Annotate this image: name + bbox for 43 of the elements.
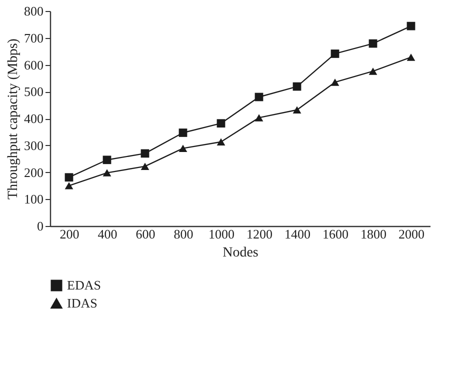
point [102, 169, 112, 176]
x-tick-label: 1600 [322, 226, 348, 242]
point [330, 50, 340, 58]
point [330, 78, 340, 86]
point [292, 106, 302, 114]
point [102, 156, 112, 164]
point [178, 128, 188, 137]
y-tick-label: 200 [24, 164, 44, 180]
y-tick-label: 100 [24, 192, 44, 207]
point [406, 54, 416, 61]
point [368, 68, 378, 75]
legend-label: EDAS [67, 278, 101, 292]
point [216, 119, 226, 128]
y-tick-label: 400 [24, 111, 44, 126]
point [292, 82, 302, 91]
y-axis-title: Throughput capacity (Mbps) [6, 38, 21, 200]
point [406, 22, 416, 30]
x-tick-label: 2000 [398, 226, 424, 242]
y-tick-label: 700 [24, 30, 44, 46]
x-tick-label: 1000 [208, 226, 234, 242]
point [178, 144, 188, 152]
legend-label: IDAS [67, 296, 98, 310]
point [64, 182, 74, 190]
y-tick-label: 300 [24, 138, 44, 153]
y-tick-label: 500 [24, 84, 44, 100]
y-tick-label: 600 [24, 57, 44, 72]
point [64, 173, 74, 182]
x-tick-label: 1400 [284, 226, 310, 242]
x-tick-label: 200 [60, 226, 80, 242]
y-tick-label: 0 [37, 218, 44, 234]
point [216, 138, 226, 146]
point [254, 114, 264, 122]
x-tick-label: 800 [174, 226, 194, 242]
point [254, 92, 264, 102]
x-tick-label: 400 [98, 226, 118, 242]
x-tick-label: 1200 [246, 226, 272, 242]
x-axis-title: Nodes [222, 246, 258, 260]
point [140, 149, 150, 158]
y-tick-label: 800 [24, 4, 44, 18]
point [140, 162, 150, 170]
x-tick-label: 600 [136, 226, 156, 242]
point [368, 39, 378, 48]
x-tick-label: 1800 [360, 226, 386, 242]
